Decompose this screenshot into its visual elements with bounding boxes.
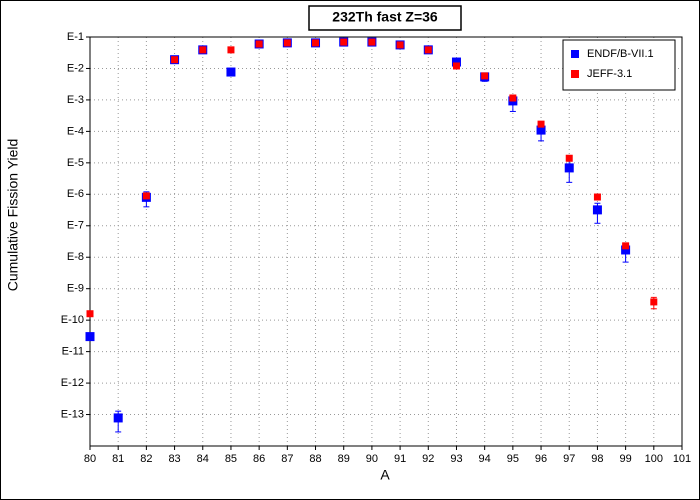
y-tick-label: E-12 bbox=[61, 377, 84, 389]
point bbox=[86, 310, 94, 318]
x-tick-label: 85 bbox=[225, 453, 237, 465]
point bbox=[340, 38, 348, 46]
point bbox=[113, 413, 123, 423]
y-tick-label: E-8 bbox=[67, 251, 84, 263]
point bbox=[650, 298, 658, 306]
point bbox=[396, 41, 404, 49]
point bbox=[171, 56, 179, 64]
x-tick-label: 97 bbox=[563, 453, 575, 465]
x-tick-label: 89 bbox=[338, 453, 350, 465]
y-tick-label: E-5 bbox=[67, 157, 84, 169]
title-box bbox=[308, 5, 462, 31]
point bbox=[621, 245, 631, 255]
point bbox=[536, 125, 546, 135]
y-tick-label: E-9 bbox=[67, 283, 84, 295]
legend-label: ENDF/B-VII.1 bbox=[587, 48, 654, 60]
point bbox=[226, 67, 236, 77]
point bbox=[85, 332, 95, 342]
y-tick-label: E-10 bbox=[61, 314, 84, 326]
point bbox=[368, 38, 376, 46]
point bbox=[312, 39, 320, 47]
point bbox=[592, 205, 602, 215]
plot-border bbox=[89, 36, 683, 447]
x-tick-label: 87 bbox=[281, 453, 293, 465]
y-tick-label: E-7 bbox=[67, 220, 84, 232]
x-tick-label: 94 bbox=[479, 453, 491, 465]
point bbox=[564, 163, 574, 173]
x-tick-label: 81 bbox=[112, 453, 124, 465]
x-tick-label: 90 bbox=[366, 453, 378, 465]
x-tick-label: 98 bbox=[591, 453, 603, 465]
y-tick-label: E-1 bbox=[67, 31, 84, 43]
x-tick-label: 86 bbox=[253, 453, 265, 465]
legend-label: JEFF-3.1 bbox=[587, 68, 632, 80]
x-axis-label: A bbox=[380, 467, 390, 483]
y-tick-label: E-11 bbox=[62, 346, 84, 358]
point bbox=[565, 154, 573, 162]
legend-swatch bbox=[571, 70, 579, 78]
x-tick-label: 100 bbox=[645, 453, 663, 465]
point bbox=[451, 57, 461, 67]
y-tick-label: E-13 bbox=[61, 408, 84, 420]
point bbox=[283, 39, 291, 47]
point bbox=[509, 94, 517, 102]
x-tick-label: 83 bbox=[168, 453, 180, 465]
x-tick-label: 92 bbox=[422, 453, 434, 465]
y-tick-label: E-2 bbox=[67, 62, 84, 74]
point bbox=[452, 62, 460, 70]
point bbox=[537, 120, 545, 128]
y-tick-label: E-6 bbox=[67, 188, 84, 200]
point bbox=[142, 192, 150, 200]
x-tick-label: 80 bbox=[84, 453, 96, 465]
x-tick-label: 84 bbox=[197, 453, 209, 465]
point bbox=[481, 72, 489, 80]
y-tick-label: E-4 bbox=[67, 125, 84, 137]
point bbox=[227, 46, 235, 54]
point bbox=[622, 242, 630, 250]
legend-swatch bbox=[571, 50, 579, 58]
point bbox=[593, 193, 601, 201]
point bbox=[424, 46, 432, 54]
x-tick-label: 95 bbox=[507, 453, 519, 465]
x-tick-label: 82 bbox=[140, 453, 152, 465]
y-tick-label: E-3 bbox=[67, 94, 84, 106]
x-tick-label: 99 bbox=[619, 453, 631, 465]
x-tick-label: 96 bbox=[535, 453, 547, 465]
x-tick-label: 101 bbox=[673, 453, 691, 465]
x-tick-label: 93 bbox=[450, 453, 462, 465]
x-tick-label: 88 bbox=[309, 453, 321, 465]
chart-title: 232Th fast Z=36 bbox=[332, 9, 438, 25]
y-axis-label: Cumulative Fission Yield bbox=[5, 139, 21, 292]
x-tick-label: 91 bbox=[394, 453, 406, 465]
point bbox=[255, 40, 263, 48]
legend-box bbox=[562, 39, 676, 91]
point bbox=[199, 46, 207, 54]
